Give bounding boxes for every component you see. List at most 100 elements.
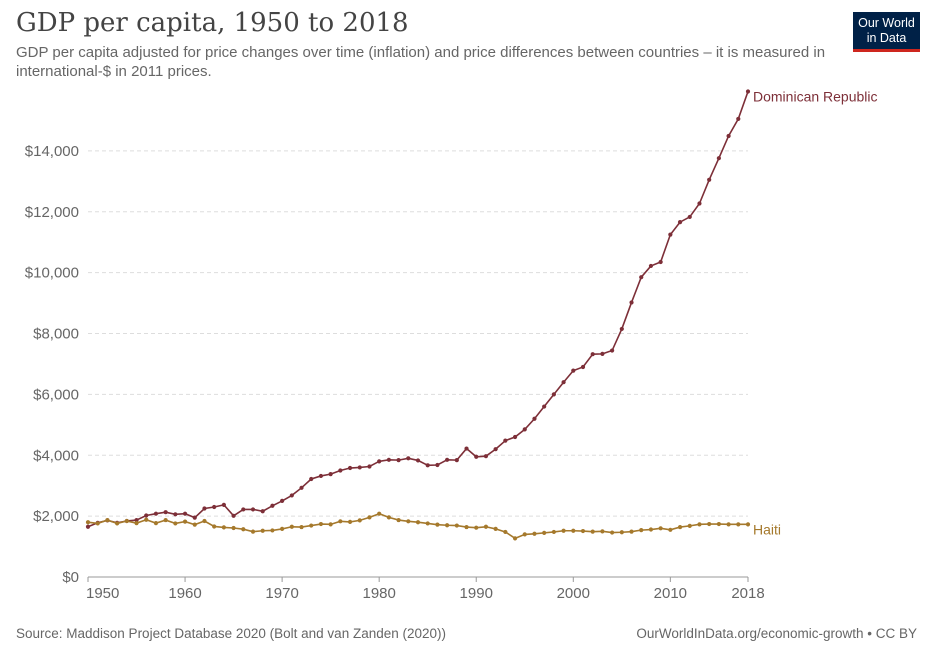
data-point-haiti[interactable] (726, 522, 731, 527)
data-point-dominican-republic[interactable] (697, 201, 702, 206)
data-point-haiti[interactable] (580, 528, 586, 534)
data-point-dominican-republic[interactable] (619, 326, 624, 332)
data-point-dominican-republic[interactable] (464, 446, 469, 451)
data-point-haiti[interactable] (115, 521, 120, 526)
data-point-haiti[interactable] (697, 522, 702, 527)
data-point-dominican-republic[interactable] (144, 513, 149, 518)
data-point-haiti[interactable] (221, 525, 226, 530)
data-point-dominican-republic[interactable] (571, 368, 576, 373)
data-point-dominican-republic[interactable] (677, 219, 683, 225)
data-point-haiti[interactable] (231, 525, 236, 531)
data-point-dominican-republic[interactable] (182, 511, 188, 516)
data-point-haiti[interactable] (736, 522, 741, 527)
data-point-haiti[interactable] (483, 524, 489, 529)
data-point-dominican-republic[interactable] (260, 509, 265, 514)
data-point-haiti[interactable] (347, 519, 353, 525)
data-point-haiti[interactable] (745, 522, 751, 527)
data-point-haiti[interactable] (309, 523, 314, 528)
data-point-dominican-republic[interactable] (551, 392, 556, 397)
data-point-haiti[interactable] (328, 522, 333, 527)
data-point-dominican-republic[interactable] (163, 510, 168, 515)
data-point-dominican-republic[interactable] (134, 517, 139, 523)
data-point-haiti[interactable] (512, 536, 518, 541)
data-point-dominican-republic[interactable] (658, 259, 663, 265)
data-point-dominican-republic[interactable] (328, 472, 333, 477)
data-point-haiti[interactable] (153, 521, 159, 526)
data-point-haiti[interactable] (202, 518, 207, 524)
data-point-dominican-republic[interactable] (610, 348, 615, 353)
data-point-haiti[interactable] (377, 511, 382, 516)
data-point-dominican-republic[interactable] (435, 462, 440, 468)
data-point-dominican-republic[interactable] (425, 463, 430, 468)
data-point-haiti[interactable] (250, 529, 256, 534)
data-point-dominican-republic[interactable] (415, 458, 421, 463)
data-point-haiti[interactable] (299, 524, 304, 530)
license-link[interactable]: OurWorldInData.org/economic-growth • CC … (636, 626, 917, 641)
data-point-dominican-republic[interactable] (454, 458, 459, 463)
data-point-haiti[interactable] (192, 522, 197, 527)
data-point-haiti[interactable] (144, 517, 149, 522)
data-point-dominican-republic[interactable] (280, 498, 285, 504)
data-point-dominican-republic[interactable] (406, 456, 411, 461)
data-point-dominican-republic[interactable] (270, 503, 275, 508)
data-point-dominican-republic[interactable] (85, 524, 91, 529)
data-point-haiti[interactable] (610, 530, 615, 535)
data-point-dominican-republic[interactable] (357, 465, 362, 470)
data-point-haiti[interactable] (532, 531, 537, 536)
data-point-haiti[interactable] (542, 530, 547, 535)
data-point-haiti[interactable] (173, 521, 178, 526)
data-point-dominican-republic[interactable] (202, 506, 207, 511)
data-point-dominican-republic[interactable] (532, 416, 537, 421)
data-point-haiti[interactable] (503, 529, 508, 535)
data-point-dominican-republic[interactable] (309, 476, 314, 482)
data-point-dominican-republic[interactable] (241, 507, 246, 512)
data-point-haiti[interactable] (338, 519, 343, 524)
series-label-dominican-republic[interactable]: Dominican Republic (753, 89, 878, 105)
data-point-haiti[interactable] (105, 517, 110, 523)
data-point-dominican-republic[interactable] (231, 513, 236, 518)
data-point-dominican-republic[interactable] (396, 458, 401, 463)
data-point-haiti[interactable] (182, 519, 188, 524)
data-point-dominican-republic[interactable] (590, 352, 595, 357)
data-point-haiti[interactable] (270, 528, 275, 533)
data-point-haiti[interactable] (677, 524, 683, 530)
data-point-dominican-republic[interactable] (367, 464, 372, 469)
data-point-haiti[interactable] (658, 526, 663, 531)
data-point-dominican-republic[interactable] (648, 263, 654, 269)
data-point-haiti[interactable] (212, 524, 217, 529)
data-point-dominican-republic[interactable] (716, 156, 721, 161)
data-point-haiti[interactable] (600, 529, 605, 534)
data-point-dominican-republic[interactable] (745, 89, 751, 94)
data-point-dominican-republic[interactable] (474, 454, 479, 459)
data-point-dominican-republic[interactable] (629, 300, 634, 305)
data-point-haiti[interactable] (357, 518, 362, 523)
data-point-dominican-republic[interactable] (639, 275, 644, 280)
data-point-dominican-republic[interactable] (289, 493, 294, 498)
data-point-dominican-republic[interactable] (493, 447, 498, 452)
data-point-haiti[interactable] (318, 521, 324, 527)
data-point-haiti[interactable] (415, 520, 421, 525)
data-point-haiti[interactable] (124, 518, 129, 524)
data-point-haiti[interactable] (396, 517, 401, 523)
data-point-haiti[interactable] (571, 528, 576, 533)
data-point-haiti[interactable] (445, 523, 450, 528)
data-point-haiti[interactable] (551, 529, 556, 535)
data-point-dominican-republic[interactable] (522, 427, 527, 432)
data-point-haiti[interactable] (590, 529, 595, 534)
data-point-haiti[interactable] (435, 522, 440, 527)
data-point-dominican-republic[interactable] (726, 133, 731, 139)
data-point-dominican-republic[interactable] (561, 380, 566, 385)
series-line-haiti[interactable] (87, 512, 748, 540)
data-point-haiti[interactable] (134, 521, 139, 526)
data-point-dominican-republic[interactable] (580, 364, 586, 370)
data-point-haiti[interactable] (367, 515, 372, 520)
data-point-haiti[interactable] (522, 532, 527, 537)
data-point-haiti[interactable] (454, 523, 459, 528)
data-point-dominican-republic[interactable] (192, 515, 197, 520)
data-point-dominican-republic[interactable] (445, 457, 450, 462)
data-point-dominican-republic[interactable] (338, 468, 343, 473)
data-point-dominican-republic[interactable] (503, 438, 508, 443)
data-point-haiti[interactable] (687, 523, 692, 528)
data-point-dominican-republic[interactable] (250, 507, 256, 512)
data-point-dominican-republic[interactable] (483, 454, 489, 459)
